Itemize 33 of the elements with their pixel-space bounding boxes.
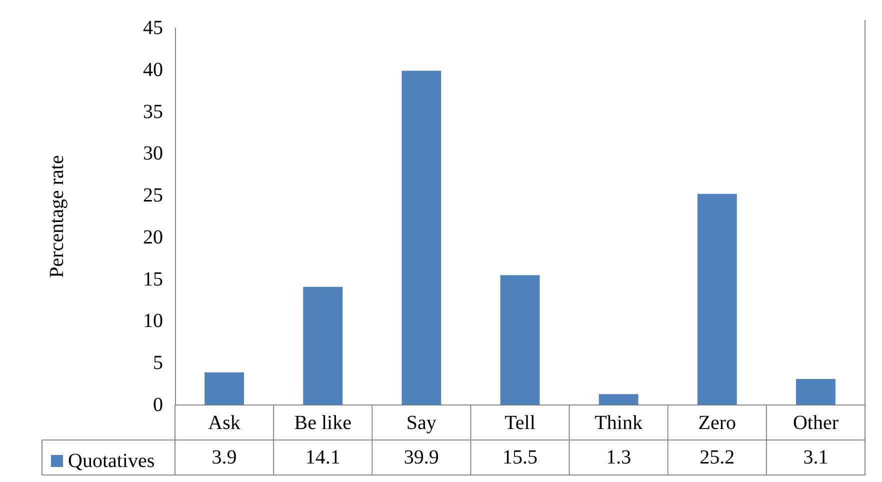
- y-tick-label: 45: [143, 17, 163, 39]
- y-tick-label: 15: [143, 268, 163, 290]
- data-label: 3.1: [803, 446, 828, 468]
- x-tick-label: Be like: [294, 412, 352, 434]
- bar: [500, 275, 540, 405]
- y-tick-label: 25: [143, 184, 163, 207]
- y-tick-label: 10: [143, 310, 163, 332]
- y-tick-label: 20: [143, 226, 163, 248]
- x-tick-label: Think: [594, 412, 642, 434]
- x-tick-label: Say: [406, 412, 436, 434]
- x-tick-label: Other: [792, 412, 839, 434]
- y-tick-label: 0: [153, 394, 163, 416]
- bar: [697, 194, 737, 405]
- bar: [598, 394, 638, 405]
- bar: [796, 379, 836, 405]
- y-axis-title: Percentage rate: [46, 155, 68, 278]
- y-tick-label: 40: [143, 58, 163, 81]
- y-tick-label: 35: [143, 100, 163, 123]
- bar: [204, 372, 244, 405]
- x-tick-label: Tell: [504, 412, 536, 434]
- data-label: 1.3: [606, 446, 632, 468]
- legend-label: Quotatives: [68, 450, 155, 472]
- bar: [402, 70, 442, 405]
- data-label: 3.9: [212, 446, 237, 468]
- y-tick-label: 30: [143, 142, 163, 165]
- data-label: 14.1: [305, 446, 340, 468]
- y-tick-label: 5: [153, 352, 163, 374]
- bar: [303, 286, 343, 405]
- data-label: 25.2: [700, 446, 735, 468]
- data-label: 15.5: [502, 446, 538, 468]
- x-tick-label: Zero: [698, 412, 736, 434]
- data-label: 39.9: [404, 446, 439, 468]
- x-tick-label: Ask: [208, 412, 240, 434]
